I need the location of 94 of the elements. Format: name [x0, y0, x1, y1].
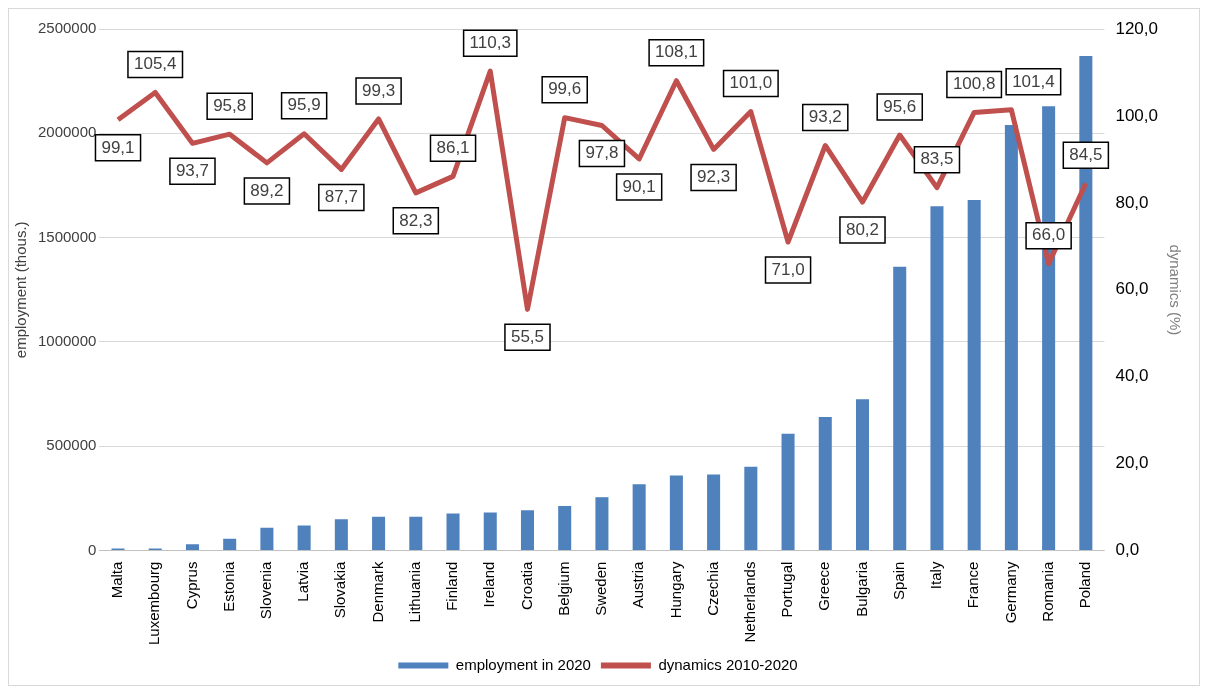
y-tick-label: 0	[88, 540, 97, 558]
bar	[967, 200, 981, 551]
bar	[409, 516, 423, 551]
data-label: 84,5	[1069, 145, 1103, 164]
bar	[446, 513, 460, 551]
data-label: 90,1	[622, 176, 656, 196]
y2-tick-label: 100,0	[1115, 105, 1159, 125]
data-label: 99,3	[362, 80, 396, 100]
data-label: 86,1	[436, 138, 470, 158]
x-tick-label: Spain	[889, 561, 907, 600]
data-label: 110,3	[469, 32, 511, 52]
x-tick-label: Lithuania	[405, 560, 423, 623]
data-label: 108,1	[655, 42, 698, 62]
data-label: 93,2	[808, 107, 842, 127]
bar	[297, 525, 311, 551]
data-label: 55,5	[510, 327, 545, 347]
legend-label: dynamics 2010-2020	[658, 655, 798, 673]
bar	[632, 484, 646, 551]
data-label: 87,7	[324, 187, 358, 207]
x-tick-label: Luxembourg	[145, 561, 163, 645]
data-label: 101,4	[1012, 71, 1055, 91]
y2-tick-label: 80,0	[1115, 192, 1149, 212]
y-tick-label: 1000000	[37, 332, 97, 350]
y2-axis-title: dynamics (%)	[1166, 244, 1184, 336]
data-label: 100,8	[952, 74, 996, 94]
x-tick-label: Netherlands	[740, 561, 758, 643]
x-tick-label: Latvia	[294, 560, 312, 602]
x-tick-label: Malta	[108, 560, 126, 599]
x-tick-label: Austria	[629, 560, 647, 609]
bar	[744, 466, 758, 551]
data-label: 82,3	[399, 210, 433, 230]
x-tick-label: Italy	[927, 561, 945, 590]
data-label: 93,7	[175, 161, 209, 181]
x-tick-label: France	[964, 561, 982, 609]
x-tick-label: Poland	[1075, 561, 1093, 609]
x-tick-label: Finland	[443, 561, 461, 611]
bar	[558, 505, 572, 551]
y2-tick-label: 40,0	[1115, 366, 1149, 386]
y-tick-label: 2500000	[37, 19, 97, 37]
bar	[334, 519, 348, 551]
x-tick-label: Slovenia	[257, 560, 275, 620]
bar	[855, 399, 870, 551]
data-label: 66,0	[1032, 225, 1066, 245]
x-tick-label: Sweden	[592, 561, 610, 616]
y-tick-label: 2000000	[37, 123, 97, 141]
data-label: 95,8	[213, 95, 247, 115]
data-label: 71,0	[771, 259, 805, 279]
bar	[483, 512, 497, 551]
data-label: 95,9	[287, 95, 321, 115]
bar	[818, 417, 832, 551]
y2-tick-label: 20,0	[1115, 453, 1149, 473]
bar	[1004, 124, 1018, 551]
x-tick-label: Portugal	[778, 561, 796, 618]
bar	[893, 266, 907, 551]
x-tick-label: Slovakia	[331, 560, 349, 619]
y2-tick-label: 60,0	[1115, 279, 1149, 299]
bar	[185, 544, 199, 551]
bar	[595, 497, 609, 551]
y2-tick-label: 120,0	[1115, 18, 1159, 38]
data-label: 97,8	[585, 143, 619, 163]
data-label: 95,6	[883, 96, 917, 116]
data-label: 99,1	[101, 137, 135, 157]
data-label: 99,6	[548, 79, 582, 99]
data-label: 101,0	[729, 73, 773, 93]
y-axis-title: employment (thous.)	[12, 221, 30, 359]
y-tick-label: 1500000	[37, 227, 97, 245]
x-tick-label: Croatia	[517, 560, 535, 610]
bar	[372, 516, 386, 551]
data-label: 105,4	[133, 54, 177, 74]
x-tick-label: Cyprus	[182, 561, 200, 610]
data-label: 83,5	[920, 149, 954, 169]
bar	[223, 538, 237, 551]
legend-label: employment in 2020	[455, 655, 591, 673]
x-tick-label: Belgium	[554, 561, 572, 616]
x-tick-label: Estonia	[219, 560, 237, 612]
data-label: 80,2	[845, 219, 880, 239]
x-tick-label: Ireland	[480, 561, 498, 608]
x-tick-label: Greece	[815, 561, 833, 611]
bar	[260, 527, 274, 551]
y2-tick-label: 0,0	[1115, 540, 1140, 560]
data-label: 89,2	[250, 180, 284, 200]
bar	[520, 510, 534, 551]
x-tick-label: Denmark	[368, 561, 386, 623]
bar	[930, 206, 944, 551]
bar	[781, 433, 795, 551]
x-tick-label: Czechia	[703, 560, 721, 616]
data-label: 92,3	[697, 167, 731, 187]
x-tick-label: Romania	[1038, 560, 1056, 622]
x-tick-label: Hungary	[666, 561, 684, 619]
x-tick-label: Bulgaria	[852, 560, 870, 617]
x-tick-label: Germany	[1001, 561, 1019, 624]
bar	[707, 474, 721, 551]
bar	[669, 475, 683, 551]
y-tick-label: 500000	[46, 436, 97, 454]
